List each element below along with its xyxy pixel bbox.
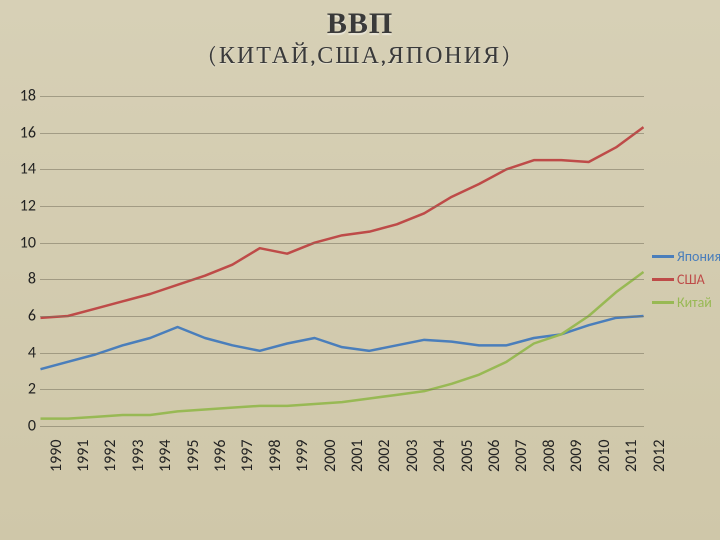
gridline [40,316,644,317]
series-line [41,127,644,318]
x-axis-label: 2010 [595,440,614,472]
chart-area: 024681012141618 [8,96,644,426]
y-axis-label: 8 [8,270,36,289]
x-axis-label: 2012 [650,440,669,472]
x-axis-label: 2005 [458,440,477,472]
x-axis-label: 2001 [348,440,367,472]
gridline [40,169,644,170]
legend-label: США [677,271,705,288]
x-axis-label: 2007 [512,440,531,472]
x-axis-label: 1993 [129,440,148,472]
x-axis-label: 1994 [156,440,175,472]
series-line [41,272,644,419]
y-axis-label: 6 [8,307,36,326]
x-axis-label: 1999 [293,440,312,472]
y-axis-label: 0 [8,417,36,436]
chart-title: ВВП [0,0,720,41]
gridline [40,353,644,354]
legend-item: Китай [652,294,720,311]
legend-item: Япония [652,248,720,265]
y-axis-label: 4 [8,343,36,362]
series-line [41,316,644,369]
x-axis-label: 2002 [375,440,394,472]
legend-color-swatch [652,278,674,281]
gridline [40,96,644,97]
gridline [40,133,644,134]
legend-item: США [652,271,720,288]
legend-label: Япония [677,248,720,265]
legend-label: Китай [677,294,712,311]
gridline [40,279,644,280]
y-axis-label: 10 [8,233,36,252]
x-axis-label: 1991 [74,440,93,472]
line-layer [40,96,644,426]
x-axis-label: 1995 [184,440,203,472]
x-axis-label: 1990 [47,440,66,472]
y-axis-label: 14 [8,160,36,179]
gridline [40,243,644,244]
y-axis-label: 2 [8,380,36,399]
x-axis-label: 2008 [540,440,559,472]
x-axis-label: 1992 [101,440,120,472]
gridline [40,206,644,207]
x-axis-label: 1998 [266,440,285,472]
x-axis-labels: 1990 1991 1992 1993 1994 1995 1996 1997 1998 1999… [40,426,644,526]
x-axis-label: 2011 [622,440,641,472]
x-axis-label: 2009 [567,440,586,472]
x-axis-label: 2003 [403,440,422,472]
x-axis-label: 2006 [485,440,504,472]
chart-subtitle: (КИТАЙ,США,ЯПОНИЯ) [0,41,720,70]
x-axis-label: 1996 [211,440,230,472]
legend-color-swatch [652,301,674,304]
legend-color-swatch [652,255,674,258]
legend: Япония США Китай [652,248,720,317]
y-axis-label: 18 [8,87,36,106]
plot-area [40,96,644,426]
x-axis-label: 2004 [430,440,449,472]
gridline [40,389,644,390]
x-axis-label: 2000 [321,440,340,472]
y-axis-label: 12 [8,197,36,216]
x-axis-label: 1997 [238,440,257,472]
y-axis-label: 16 [8,123,36,142]
